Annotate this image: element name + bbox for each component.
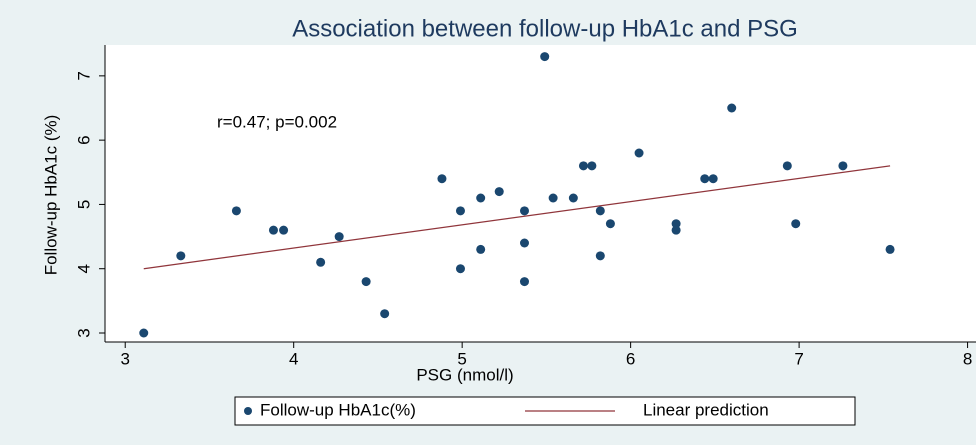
point xyxy=(519,277,529,287)
point xyxy=(587,161,597,171)
x-tick-label: 3 xyxy=(120,349,129,368)
x-tick-label: 8 xyxy=(963,349,972,368)
point xyxy=(494,187,504,197)
legend-label: Follow-up HbA1c(%) xyxy=(260,400,416,419)
point xyxy=(139,328,149,338)
fit-line xyxy=(143,165,891,270)
plot-region xyxy=(105,45,976,342)
point xyxy=(519,206,529,216)
point xyxy=(176,251,186,261)
y-tick-label: 7 xyxy=(74,71,93,80)
y-tick-label: 5 xyxy=(74,200,93,209)
chart-title: Association between follow-up HbA1c and … xyxy=(292,15,798,42)
annotation: r=0.47; p=0.002 xyxy=(217,112,337,131)
x-axis-label: PSG (nmol/l) xyxy=(416,365,513,384)
point xyxy=(476,193,486,203)
point xyxy=(671,225,681,235)
legend-label: Linear prediction xyxy=(643,400,769,419)
point xyxy=(791,219,801,229)
legend-swatch xyxy=(244,407,252,415)
y-tick-label: 4 xyxy=(74,264,93,273)
point xyxy=(316,257,326,267)
point xyxy=(455,264,465,274)
point xyxy=(671,219,681,229)
point xyxy=(838,161,848,171)
point xyxy=(334,232,344,242)
point xyxy=(279,225,289,235)
point xyxy=(885,244,895,254)
y-axis-label: Follow-up HbA1c (%) xyxy=(41,115,60,276)
point xyxy=(231,206,241,216)
point xyxy=(634,148,644,158)
point xyxy=(568,193,578,203)
point xyxy=(548,193,558,203)
x-tick-label: 4 xyxy=(289,349,298,368)
x-tick-label: 6 xyxy=(626,349,635,368)
point xyxy=(437,174,447,184)
point xyxy=(700,174,710,184)
point xyxy=(782,161,792,171)
point xyxy=(268,225,278,235)
x-tick-label: 7 xyxy=(794,349,803,368)
point xyxy=(380,309,390,319)
x-tick-label: 5 xyxy=(457,349,466,368)
point xyxy=(540,52,550,62)
point xyxy=(605,219,615,229)
point xyxy=(578,161,588,171)
point xyxy=(708,174,718,184)
point xyxy=(455,206,465,216)
y-tick-label: 3 xyxy=(74,328,93,337)
point xyxy=(476,244,486,254)
point xyxy=(519,238,529,248)
point xyxy=(595,206,605,216)
point xyxy=(595,251,605,261)
point xyxy=(727,103,737,113)
point xyxy=(361,277,371,287)
y-tick-label: 6 xyxy=(74,135,93,144)
